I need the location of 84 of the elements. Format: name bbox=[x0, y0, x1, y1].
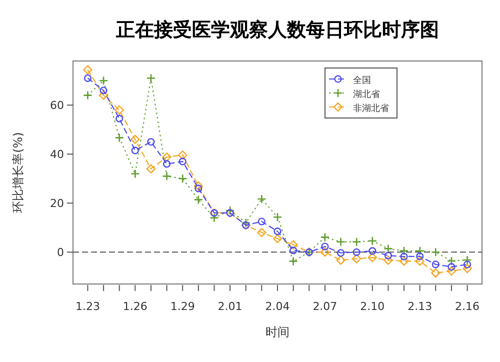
point bbox=[463, 260, 472, 268]
point bbox=[162, 152, 172, 162]
point bbox=[399, 256, 409, 266]
x-tick-label: 1.26 bbox=[122, 300, 148, 313]
point bbox=[336, 237, 346, 246]
point bbox=[100, 86, 108, 94]
point bbox=[131, 146, 139, 154]
point bbox=[288, 256, 298, 266]
point bbox=[130, 169, 140, 178]
point bbox=[194, 195, 204, 204]
legend-label: 湖北省 bbox=[353, 89, 380, 100]
point bbox=[130, 134, 140, 144]
point bbox=[320, 248, 330, 257]
y-tick-label: 40 bbox=[50, 148, 64, 162]
point bbox=[368, 236, 378, 246]
point bbox=[225, 206, 235, 216]
point bbox=[448, 263, 456, 271]
point bbox=[116, 114, 124, 122]
point bbox=[178, 150, 188, 160]
point bbox=[194, 181, 204, 191]
point bbox=[462, 255, 472, 265]
point bbox=[147, 138, 155, 146]
x-tick-label: 2.01 bbox=[218, 300, 242, 313]
point bbox=[384, 256, 393, 265]
point bbox=[258, 218, 266, 226]
point bbox=[288, 240, 298, 250]
point bbox=[272, 212, 282, 222]
point bbox=[114, 105, 124, 115]
point bbox=[446, 256, 456, 266]
x-axis-title: 时间 bbox=[266, 325, 290, 339]
point bbox=[290, 246, 298, 254]
point bbox=[146, 164, 156, 174]
point bbox=[321, 242, 329, 250]
point bbox=[336, 249, 345, 257]
point bbox=[98, 76, 108, 86]
x-tick-label: 2.13 bbox=[408, 300, 432, 313]
point bbox=[178, 158, 186, 166]
x-tick-label: 1.29 bbox=[170, 300, 195, 313]
point bbox=[416, 252, 424, 260]
point bbox=[399, 246, 409, 256]
x-tick-label: 2.04 bbox=[265, 300, 290, 313]
x-tick-label: 2.10 bbox=[360, 300, 385, 313]
y-tick-label: 20 bbox=[50, 197, 64, 210]
point bbox=[257, 228, 266, 238]
y-axis-title: 环比增长率(%) bbox=[11, 132, 25, 213]
point bbox=[146, 74, 156, 83]
point bbox=[272, 234, 282, 244]
x-tick-label: 1.23 bbox=[75, 300, 100, 313]
point bbox=[83, 90, 92, 100]
legend-label: 非湖北省 bbox=[353, 103, 389, 114]
point bbox=[162, 160, 171, 168]
point bbox=[446, 266, 456, 276]
point bbox=[368, 252, 377, 262]
point bbox=[384, 252, 392, 260]
point bbox=[84, 74, 92, 82]
point bbox=[274, 228, 282, 236]
point bbox=[352, 248, 360, 256]
point bbox=[415, 256, 424, 266]
point bbox=[336, 256, 346, 265]
point bbox=[320, 232, 330, 242]
point bbox=[178, 174, 188, 184]
point bbox=[114, 133, 124, 142]
point bbox=[431, 247, 440, 257]
point bbox=[352, 237, 362, 246]
point bbox=[400, 252, 408, 260]
chart-title: 正在接受医学观察人数每日环比时序图 bbox=[115, 19, 439, 41]
point bbox=[162, 172, 172, 181]
point bbox=[431, 268, 440, 278]
point bbox=[98, 90, 108, 100]
point bbox=[415, 246, 424, 256]
legend-label: 全国 bbox=[353, 75, 371, 86]
point bbox=[462, 264, 472, 274]
point bbox=[241, 218, 251, 228]
point bbox=[352, 254, 362, 264]
y-tick-label: 0 bbox=[57, 246, 64, 260]
x-tick-label: 2.16 bbox=[455, 300, 480, 313]
point bbox=[210, 213, 219, 222]
x-tick-label: 2.07 bbox=[312, 300, 338, 313]
point bbox=[194, 184, 202, 192]
point bbox=[257, 194, 266, 204]
y-tick-label: 60 bbox=[50, 99, 64, 112]
point bbox=[83, 65, 92, 74]
point bbox=[368, 247, 376, 255]
point bbox=[432, 260, 440, 268]
